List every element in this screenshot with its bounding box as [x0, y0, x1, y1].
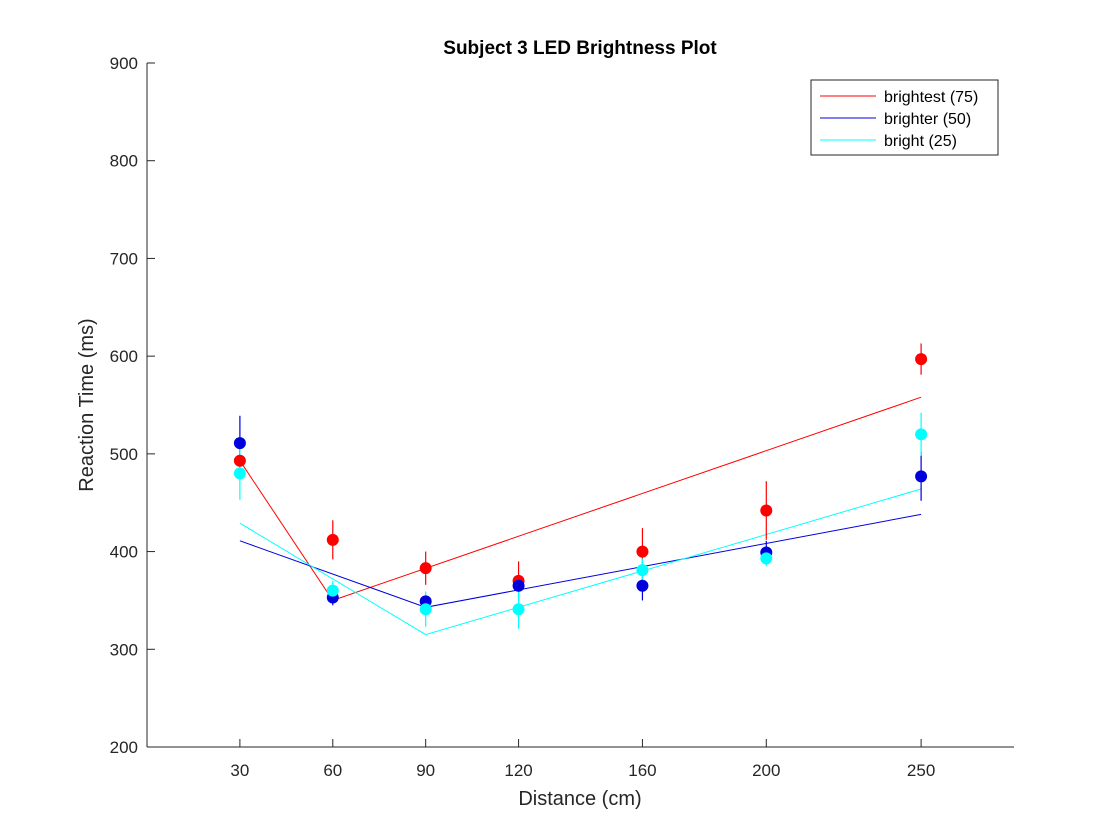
data-point — [915, 470, 928, 483]
plot-area: 30 60 90 120 160 200 250 200 300 400 500 600 700 800… — [110, 54, 1014, 780]
data-point — [636, 545, 649, 558]
data-point — [760, 504, 773, 517]
axes-background — [147, 63, 1014, 747]
data-point — [915, 353, 928, 366]
fit-line — [239, 488, 922, 636]
y-tick-label: 700 — [110, 249, 138, 268]
x-axis-ticks: 30 60 90 120 160 200 250 — [230, 739, 935, 780]
y-tick-label: 800 — [110, 152, 138, 171]
y-tick-label: 300 — [110, 640, 138, 659]
legend-label: brighter (50) — [884, 111, 971, 128]
y-tick-label: 600 — [110, 347, 138, 366]
data-point — [233, 437, 246, 450]
legend-label: bright (25) — [884, 133, 957, 150]
x-tick-label: 30 — [230, 761, 249, 780]
y-tick-label: 900 — [110, 54, 138, 73]
data-point — [419, 603, 432, 616]
data-point — [326, 533, 339, 546]
data-point — [636, 564, 649, 577]
legend: brightest (75) brighter (50) bright (25) — [810, 79, 999, 156]
legend-entries: brightest (75) brighter (50) bright (25) — [820, 89, 978, 150]
legend-label: brightest (75) — [884, 89, 978, 106]
data-point — [636, 579, 649, 592]
x-tick-label: 60 — [323, 761, 342, 780]
x-tick-label: 160 — [628, 761, 656, 780]
data-point — [326, 584, 339, 597]
x-tick-label: 250 — [907, 761, 935, 780]
x-tick-label: 200 — [752, 761, 780, 780]
x-axis-title: Distance (cm) — [518, 788, 641, 810]
data-point — [233, 467, 246, 480]
data-point — [760, 552, 773, 565]
y-tick-label: 400 — [110, 543, 138, 562]
data-points — [233, 353, 928, 616]
data-point — [233, 454, 246, 467]
x-tick-label: 120 — [504, 761, 532, 780]
y-tick-label: 200 — [110, 738, 138, 757]
y-tick-label: 500 — [110, 445, 138, 464]
data-point — [915, 428, 928, 441]
y-axis-title: Reaction Time (ms) — [76, 318, 98, 491]
data-point — [419, 562, 432, 575]
x-tick-label: 90 — [416, 761, 435, 780]
y-axis-ticks: 200 300 400 500 600 700 800 900 — [110, 54, 155, 757]
data-point — [512, 603, 525, 616]
data-point — [512, 579, 525, 592]
chart-title: Subject 3 LED Brightness Plot — [443, 38, 717, 59]
